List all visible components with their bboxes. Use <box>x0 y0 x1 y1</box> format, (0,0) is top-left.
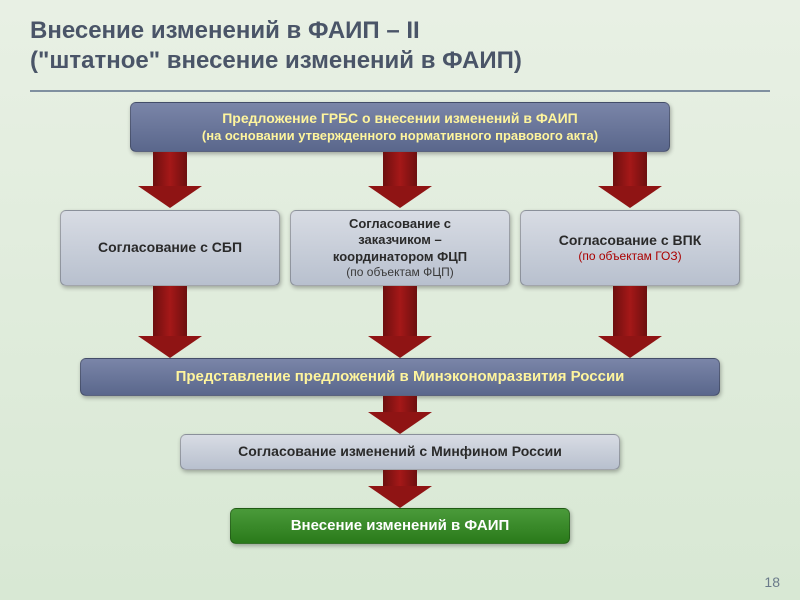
title-underline <box>30 90 770 92</box>
box-fcp-l2: заказчиком – <box>333 232 467 248</box>
title-area: Внесение изменений в ФАИП – II ("штатное… <box>0 0 800 84</box>
box-agree-text: Согласование изменений с Минфином России <box>238 443 562 461</box>
arrow-agree-final <box>368 470 432 508</box>
box-fcp-l1: Согласование с <box>333 216 467 232</box>
box-sbp: Согласование с СБП <box>60 210 280 286</box>
title-line2: ("штатное" внесение изменений в ФАИП) <box>30 47 522 74</box>
box-submit-text: Представление предложений в Минэкономраз… <box>176 368 625 387</box>
box-final: Внесение изменений в ФАИП <box>230 508 570 544</box>
arrow-mid-center <box>368 286 432 358</box>
box-fcp: Согласование с заказчиком – координаторо… <box>290 210 510 286</box>
box-sbp-text: Согласование с СБП <box>98 239 242 257</box>
arrow-mid-right <box>598 286 662 358</box>
box-vpk: Согласование с ВПК (по объектам ГОЗ) <box>520 210 740 286</box>
arrow-top-center <box>368 152 432 208</box>
box-final-text: Внесение изменений в ФАИП <box>291 517 510 536</box>
title-line1: Внесение изменений в ФАИП – II <box>30 17 420 44</box>
box-agree: Согласование изменений с Минфином России <box>180 434 620 470</box>
arrow-top-left <box>138 152 202 208</box>
arrow-top-right <box>598 152 662 208</box>
arrow-mid-left <box>138 286 202 358</box>
page-title: Внесение изменений в ФАИП – II ("штатное… <box>30 16 770 76</box>
box-submit: Представление предложений в Минэкономраз… <box>80 358 720 396</box>
box-vpk-sub: (по объектам ГОЗ) <box>559 249 702 264</box>
box-vpk-l1: Согласование с ВПК <box>559 232 702 250</box>
box-proposal-l1: Предложение ГРБС о внесении изменений в … <box>202 110 598 128</box>
page-number: 18 <box>764 574 780 590</box>
box-proposal-l2: (на основании утвержденного нормативного… <box>202 128 598 144</box>
box-proposal: Предложение ГРБС о внесении изменений в … <box>130 102 670 152</box>
arrow-submit-agree <box>368 396 432 434</box>
box-fcp-sub: (по объектам ФЦП) <box>333 265 467 280</box>
box-fcp-l3: координатором ФЦП <box>333 249 467 265</box>
